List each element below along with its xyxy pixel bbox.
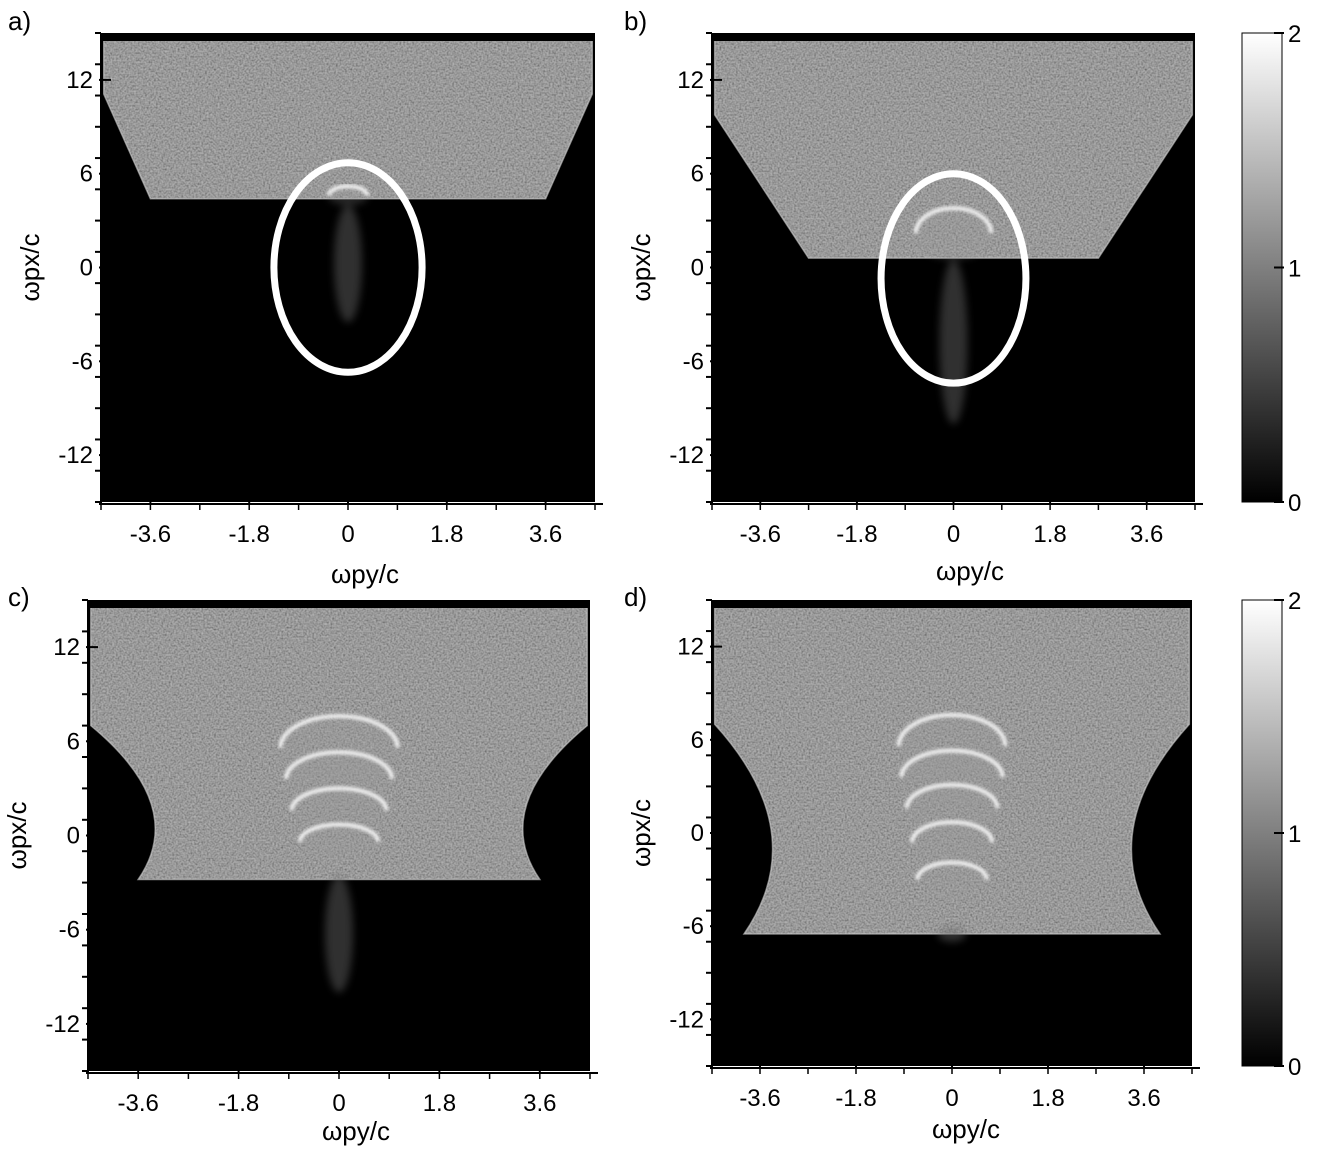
x-axis-title: ωpy/c [936, 556, 1004, 586]
y-tick-label: 6 [691, 161, 704, 188]
x-tick-label: 1.8 [423, 1090, 456, 1117]
y-tick-label: 6 [691, 727, 704, 754]
y-tick-label: -12 [669, 442, 704, 469]
panel-label: b) [624, 6, 647, 36]
wake-ring-1 [913, 206, 994, 234]
wake-tail [325, 874, 353, 993]
y-tick-label: 0 [691, 255, 704, 282]
y-tick-label: 0 [67, 823, 80, 850]
wake-ring-4 [297, 822, 381, 843]
colorbar-tick-label: 1 [1288, 256, 1301, 283]
x-tick-label: 3.6 [1127, 1085, 1160, 1112]
panel-c: 12 6 0 -6 -12 -3.6 -1.8 0 1.8 3.6 ωpy/c ωpx/c c) [2, 582, 598, 1146]
y-tick-label: 12 [66, 67, 93, 94]
y-tick-label: -12 [58, 442, 93, 469]
colorbar-tick-label: 0 [1288, 490, 1301, 517]
x-tick-label: 3.6 [523, 1090, 556, 1117]
x-tick-label: -1.8 [836, 521, 877, 548]
y-tick-label: -6 [683, 913, 704, 940]
x-tick-label: 3.6 [529, 521, 562, 548]
colorbar-tick-label: 2 [1288, 588, 1301, 615]
wake-ring-4 [910, 820, 994, 843]
ring-halo [289, 787, 389, 834]
colorbar-2: 2 1 0 [1241, 588, 1301, 1081]
plasma-noise [103, 37, 593, 199]
y-tick-label: 0 [80, 255, 93, 282]
panel-a: 12 6 0 -6 -12 -3.6 -1.8 0 1.8 3.6 ωpy/c ωpx/c a) [8, 6, 603, 589]
wake-ring-2 [284, 750, 394, 780]
wake-tail [334, 204, 362, 323]
top-band [101, 33, 595, 41]
x-tick-label: -3.6 [118, 1090, 159, 1117]
x-axis-title: ωpy/c [331, 559, 399, 589]
plasma-edge [90, 603, 588, 881]
y-tick-label: 0 [691, 820, 704, 847]
ring-halo [910, 821, 994, 864]
colorbar-tick-label: 1 [1288, 821, 1301, 848]
y-axis-title: ωpx/c [2, 802, 32, 870]
y-tick-label: -6 [59, 917, 80, 944]
x-axis-title: ωpy/c [322, 1116, 390, 1146]
y-tick-label: 12 [677, 67, 704, 94]
x-axis-title: ωpy/c [932, 1114, 1000, 1144]
wake-ring-2 [899, 748, 1005, 778]
wake-tail [938, 926, 966, 942]
panel-d: 12 6 0 -6 -12 -3.6 -1.8 0 1.8 3.6 ωpy/c ωpx/c d) [624, 582, 1200, 1144]
x-tick-label: -3.6 [740, 521, 781, 548]
wake-ring-3 [904, 782, 1000, 809]
x-tick-label: 1.8 [1033, 521, 1066, 548]
x-tick-label: -1.8 [229, 521, 270, 548]
x-tick-label: 0 [947, 521, 960, 548]
colorbar-1: 2 1 0 [1241, 21, 1301, 517]
x-tick-label: 0 [341, 521, 354, 548]
highlight-ellipse [270, 159, 426, 376]
panel-b: 12 6 0 -6 -12 -3.6 -1.8 0 1.8 3.6 ωpy/c ωpx/c b) [624, 6, 1203, 586]
panel-label: c) [8, 582, 30, 612]
ring-halo [915, 861, 989, 898]
ring-halo [298, 823, 380, 860]
y-axis-title: ωpx/c [15, 234, 45, 302]
top-band [712, 33, 1195, 41]
x-tick-label: 0 [945, 1085, 958, 1112]
ring-halo [914, 206, 993, 260]
y-tick-label: 6 [67, 728, 80, 755]
y-axis-title: ωpx/c [626, 799, 656, 867]
y-tick-label: -6 [683, 348, 704, 375]
x-tick-label: 0 [332, 1090, 345, 1117]
y-tick-label: -12 [669, 1006, 704, 1033]
panel-label: d) [624, 582, 647, 612]
y-tick-label: -12 [45, 1011, 80, 1038]
top-band [712, 600, 1192, 608]
y-tick-label: 12 [53, 634, 80, 661]
x-tick-label: 1.8 [1031, 1085, 1064, 1112]
ring-halo [327, 185, 369, 206]
wake-ring-3 [289, 786, 389, 811]
x-tick-label: -3.6 [130, 521, 171, 548]
x-tick-label: -1.8 [218, 1090, 259, 1117]
wake-ring-1 [896, 713, 1008, 747]
x-tick-label: -1.8 [835, 1085, 876, 1112]
x-tick-label: 1.8 [430, 521, 463, 548]
x-tick-label: -3.6 [739, 1085, 780, 1112]
y-tick-label: -6 [72, 348, 93, 375]
wake-ring-1 [278, 714, 400, 748]
wake-tail [939, 259, 968, 424]
colorbar-tick-label: 2 [1288, 21, 1301, 48]
wake-ring-5 [915, 860, 989, 880]
panel-label: a) [8, 6, 31, 36]
y-tick-label: 12 [677, 634, 704, 661]
wake-ring-1 [326, 184, 370, 196]
highlight-ellipse [877, 170, 1030, 387]
y-tick-label: 6 [80, 161, 93, 188]
x-tick-label: 3.6 [1130, 521, 1163, 548]
top-band [88, 600, 590, 608]
y-axis-title: ωpx/c [626, 234, 656, 302]
plasma-edge [713, 603, 1191, 935]
ring-halo [904, 783, 1000, 833]
colorbar-tick-label: 0 [1288, 1054, 1301, 1081]
